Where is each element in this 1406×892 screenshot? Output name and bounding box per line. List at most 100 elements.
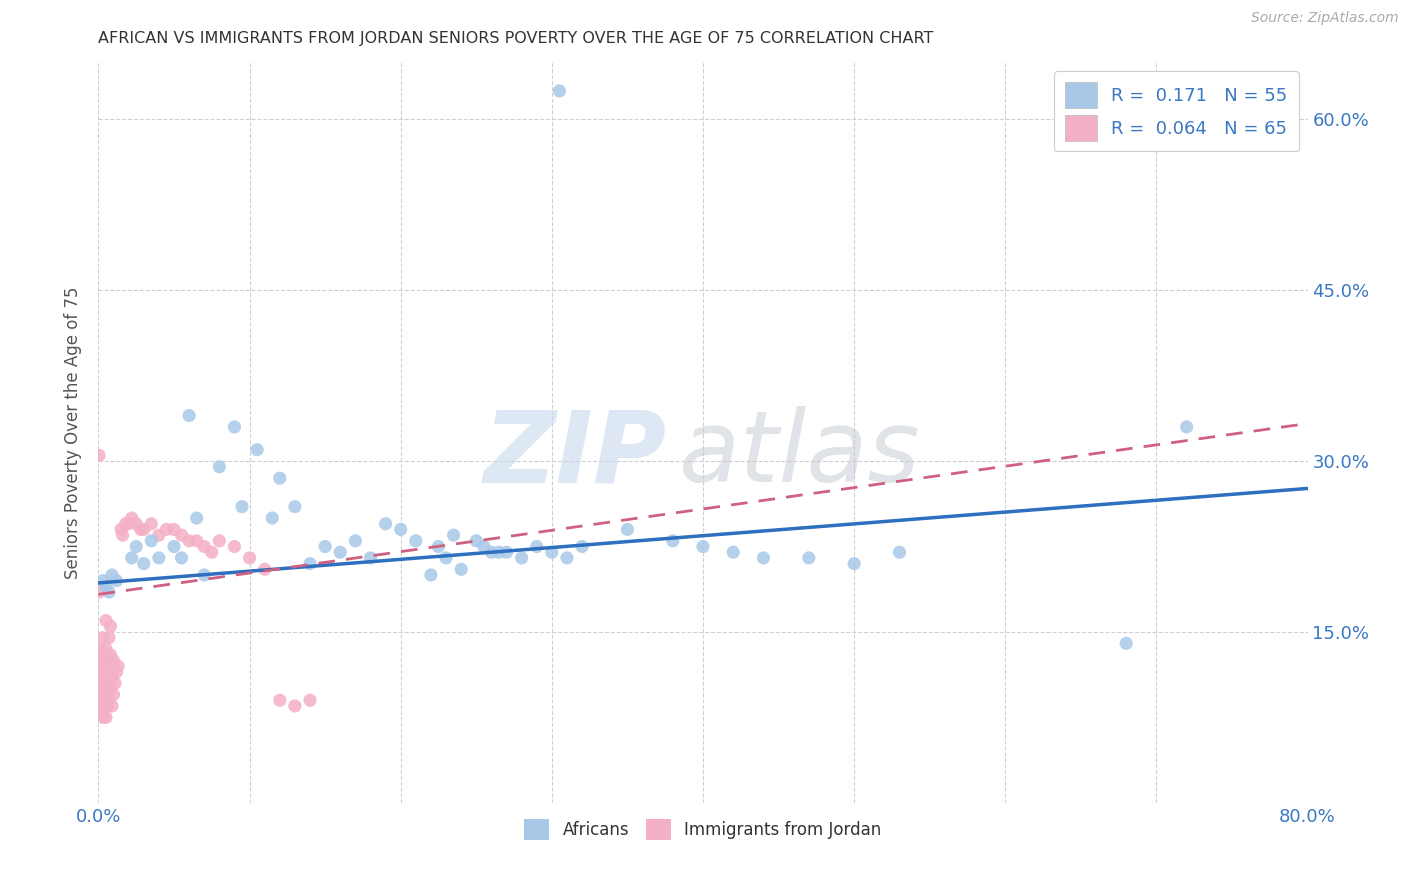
Point [329, 545, 352, 559]
Point [526, 540, 548, 554]
Point [443, 528, 465, 542]
Point [148, 528, 170, 542]
Point [98, 659, 121, 673]
Point [246, 442, 269, 457]
Point [723, 545, 745, 559]
Point [155, 523, 177, 537]
Point [193, 540, 215, 554]
Point [374, 516, 396, 531]
Point [224, 540, 246, 554]
Point [93, 693, 115, 707]
Point [208, 533, 231, 548]
Point [201, 545, 224, 559]
Point [125, 516, 148, 531]
Point [389, 523, 412, 537]
Point [90, 698, 112, 713]
Point [105, 665, 128, 679]
Point [110, 523, 132, 537]
Point [495, 545, 517, 559]
Point [692, 540, 714, 554]
Point [96, 698, 118, 713]
Point [420, 568, 443, 582]
Point [163, 523, 186, 537]
Text: ZIP: ZIP [484, 407, 666, 503]
Point [148, 550, 170, 565]
Point [208, 459, 231, 474]
Point [91, 659, 114, 673]
Point [94, 579, 117, 593]
Point [121, 511, 143, 525]
Point [752, 550, 775, 565]
Point [231, 500, 253, 514]
Point [450, 562, 472, 576]
Point [98, 693, 121, 707]
Point [344, 533, 367, 548]
Point [170, 550, 193, 565]
Point [186, 511, 208, 525]
Point [118, 516, 141, 531]
Point [132, 523, 155, 537]
Point [100, 681, 122, 696]
Point [90, 705, 112, 719]
Point [481, 545, 503, 559]
Point [540, 545, 562, 559]
Point [107, 659, 129, 673]
Point [405, 533, 427, 548]
Point [89, 693, 111, 707]
Point [98, 631, 121, 645]
Point [121, 550, 143, 565]
Point [163, 540, 186, 554]
Point [239, 550, 262, 565]
Point [434, 550, 457, 565]
Point [889, 545, 911, 559]
Point [427, 540, 450, 554]
Point [93, 665, 115, 679]
Point [253, 562, 276, 576]
Point [224, 420, 246, 434]
Point [87, 449, 110, 463]
Point [114, 516, 136, 531]
Point [284, 698, 307, 713]
Point [179, 533, 201, 548]
Point [94, 688, 117, 702]
Text: Source: ZipAtlas.com: Source: ZipAtlas.com [1251, 11, 1399, 25]
Point [125, 540, 148, 554]
Point [472, 540, 495, 554]
Point [555, 550, 578, 565]
Point [101, 568, 124, 582]
Point [94, 642, 117, 657]
Point [91, 631, 114, 645]
Point [129, 523, 152, 537]
Point [93, 681, 115, 696]
Point [465, 533, 488, 548]
Point [91, 698, 114, 713]
Point [314, 540, 336, 554]
Legend: Africans, Immigrants from Jordan: Africans, Immigrants from Jordan [517, 813, 889, 847]
Point [488, 545, 510, 559]
Point [141, 516, 163, 531]
Point [91, 574, 114, 588]
Point [104, 676, 127, 690]
Point [103, 653, 125, 667]
Y-axis label: Seniors Poverty Over the Age of 75: Seniors Poverty Over the Age of 75 [65, 286, 83, 579]
Point [186, 533, 208, 548]
Point [105, 574, 128, 588]
Point [90, 648, 112, 662]
Point [193, 568, 215, 582]
Point [141, 533, 163, 548]
Point [262, 511, 284, 525]
Point [299, 557, 322, 571]
Point [89, 659, 111, 673]
Point [98, 585, 121, 599]
Point [94, 614, 117, 628]
Point [548, 84, 571, 98]
Point [89, 642, 111, 657]
Point [90, 676, 112, 690]
Point [269, 471, 291, 485]
Point [284, 500, 307, 514]
Point [571, 540, 593, 554]
Point [269, 693, 291, 707]
Point [101, 671, 124, 685]
Point [299, 693, 322, 707]
Point [616, 523, 638, 537]
